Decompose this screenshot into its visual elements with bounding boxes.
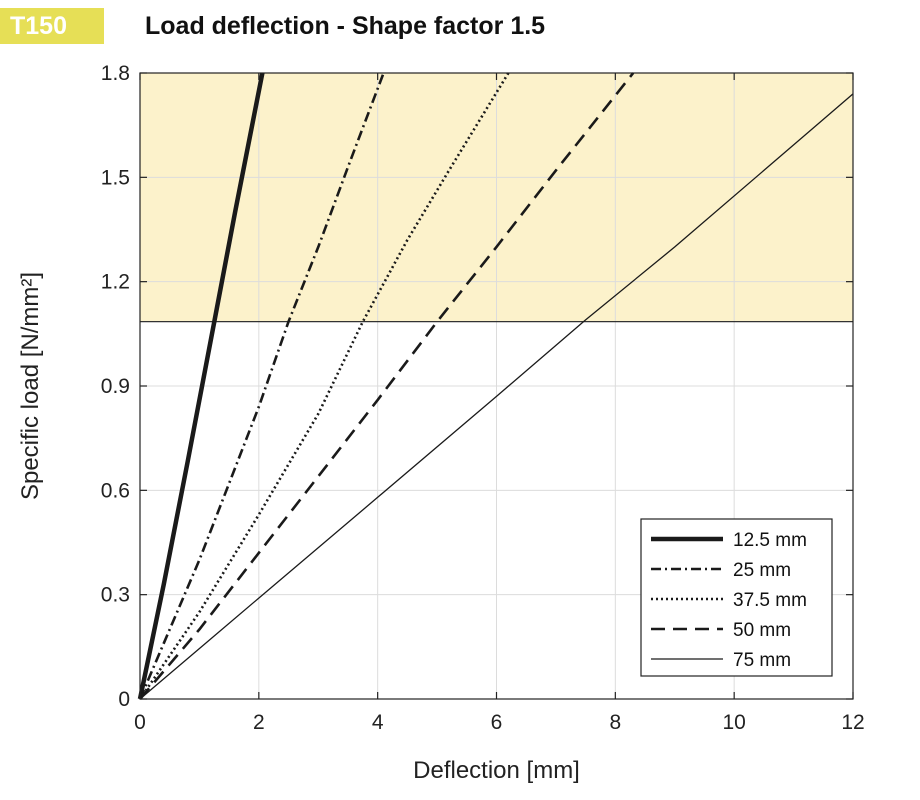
series-line-4 xyxy=(139,72,635,700)
legend-label-3: 37.5 mm xyxy=(733,590,807,611)
y-tick-label: 0 xyxy=(118,688,130,711)
x-axis-label: Deflection [mm] xyxy=(413,757,580,784)
product-code-badge: T150 xyxy=(0,8,104,44)
x-tick-label: 4 xyxy=(372,711,384,734)
legend-label-2: 25 mm xyxy=(733,560,791,581)
y-axis-label: Specific load [N/mm²] xyxy=(17,272,44,500)
x-tick-label: 12 xyxy=(841,711,864,734)
y-tick-label: 1.8 xyxy=(101,62,130,85)
grid xyxy=(140,73,853,699)
y-tick-label: 1.2 xyxy=(101,271,130,294)
series-line-5 xyxy=(139,93,854,700)
series-line-1 xyxy=(137,72,265,700)
chart-title: Load deflection - Shape factor 1.5 xyxy=(145,12,546,40)
y-tick-label: 1.5 xyxy=(101,166,130,189)
y-tick-label: 0.6 xyxy=(101,479,130,502)
legend-box xyxy=(640,518,833,677)
x-tick-label: 2 xyxy=(253,711,265,734)
legend: 12.5 mm 25 mm 37.5 mm 50 mm 75 mm xyxy=(640,518,833,677)
x-tick-label: 10 xyxy=(722,711,745,734)
legend-label-1: 12.5 mm xyxy=(733,530,807,551)
x-tick-label: 8 xyxy=(609,711,621,734)
legend-label-4: 50 mm xyxy=(733,620,791,641)
x-tick-label: 6 xyxy=(491,711,503,734)
axis-ticks: 0 2 4 6 8 10 12 0 0.3 0.6 0.9 1.2 1.5 1.8 xyxy=(101,62,865,734)
legend-label-5: 75 mm xyxy=(733,650,791,671)
y-tick-label: 0.3 xyxy=(101,584,130,607)
series-group xyxy=(137,72,854,700)
y-tick-label: 0.9 xyxy=(101,375,130,398)
x-tick-label: 0 xyxy=(134,711,146,734)
series-line-2 xyxy=(138,72,385,700)
